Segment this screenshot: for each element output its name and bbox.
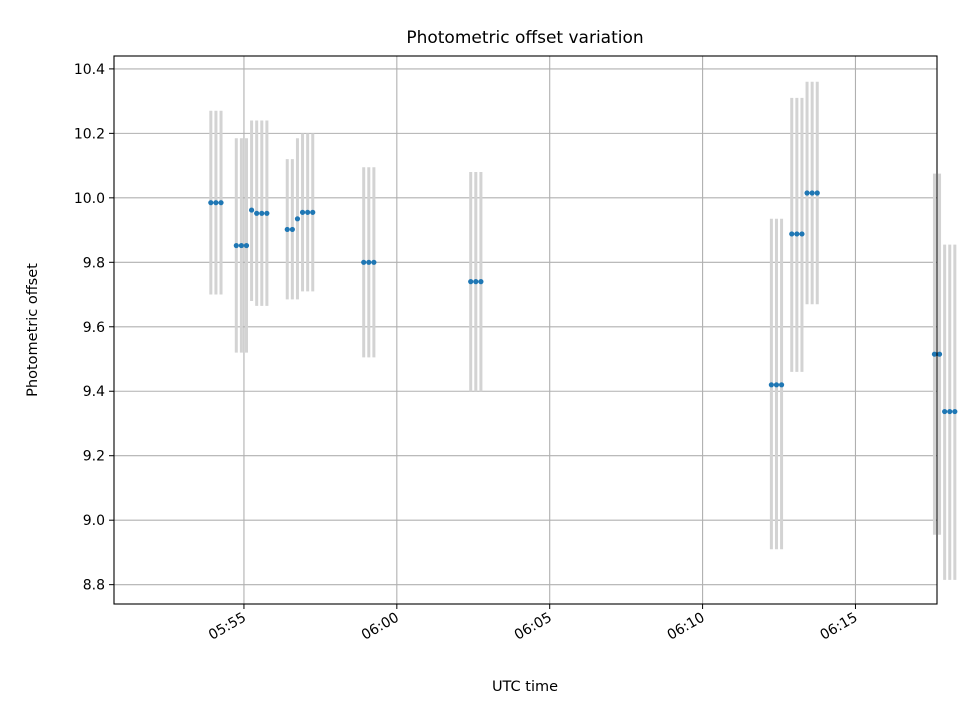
plot-frame bbox=[113, 55, 938, 605]
x-tick-label: 06:05 bbox=[512, 610, 555, 644]
error-bars bbox=[209, 81, 957, 580]
data-point bbox=[814, 190, 820, 196]
data-point bbox=[248, 207, 255, 213]
chart-title: Photometric offset variation bbox=[406, 28, 643, 48]
data-point bbox=[778, 382, 785, 388]
data-point bbox=[218, 200, 224, 206]
data-point bbox=[473, 279, 479, 285]
y-tick-label: 9.8 bbox=[83, 255, 105, 271]
data-point bbox=[936, 351, 943, 357]
data-point bbox=[294, 216, 301, 222]
y-tick-label: 10.0 bbox=[74, 191, 105, 207]
data-point bbox=[789, 231, 795, 237]
y-tick-label: 10.4 bbox=[74, 62, 105, 78]
x-tick-label: 06:10 bbox=[665, 610, 708, 644]
y-axis-label: Photometric offset bbox=[25, 263, 41, 397]
data-point bbox=[208, 200, 214, 206]
data-point bbox=[238, 242, 244, 249]
data-point bbox=[305, 209, 311, 215]
y-tick-label: 9.2 bbox=[83, 449, 105, 465]
y-tick-label: 9.4 bbox=[83, 384, 105, 400]
data-point bbox=[264, 210, 270, 216]
data-point bbox=[213, 200, 219, 206]
data-point bbox=[310, 209, 316, 215]
y-tick-label: 9.0 bbox=[83, 513, 105, 529]
data-point bbox=[942, 408, 948, 415]
y-axis-ticks: 8.8 9.0 9.2 9.4 9.6 9.8 10.0 10.2 10.4 bbox=[74, 62, 114, 594]
data-point bbox=[947, 408, 953, 415]
data-point bbox=[284, 226, 290, 233]
data-point bbox=[259, 210, 265, 216]
data-point bbox=[768, 382, 774, 388]
x-axis-ticks: 05:55 06:00 06:05 06:10 06:15 bbox=[206, 604, 860, 644]
data-point bbox=[952, 408, 958, 415]
y-tick-label: 9.6 bbox=[83, 320, 105, 336]
y-tick-label: 8.8 bbox=[83, 578, 105, 594]
data-point bbox=[233, 242, 239, 249]
data-point bbox=[809, 190, 815, 196]
data-point bbox=[468, 279, 474, 285]
data-point bbox=[794, 231, 800, 237]
data-point bbox=[361, 259, 367, 265]
data-point bbox=[799, 231, 805, 237]
data-point bbox=[254, 210, 260, 216]
data-point bbox=[773, 382, 780, 388]
y-tick-label: 10.2 bbox=[74, 126, 105, 142]
x-tick-label: 06:15 bbox=[818, 610, 861, 644]
data-point bbox=[371, 259, 377, 265]
x-axis-label: UTC time bbox=[492, 679, 558, 695]
data-points bbox=[208, 190, 958, 415]
x-tick-label: 05:55 bbox=[206, 610, 249, 644]
data-point bbox=[289, 226, 295, 233]
data-point bbox=[299, 209, 306, 215]
data-point bbox=[243, 242, 250, 249]
data-point bbox=[478, 279, 484, 285]
data-point bbox=[366, 259, 372, 265]
data-point bbox=[804, 190, 810, 196]
x-tick-label: 06:00 bbox=[359, 610, 402, 644]
data-point bbox=[931, 351, 938, 357]
